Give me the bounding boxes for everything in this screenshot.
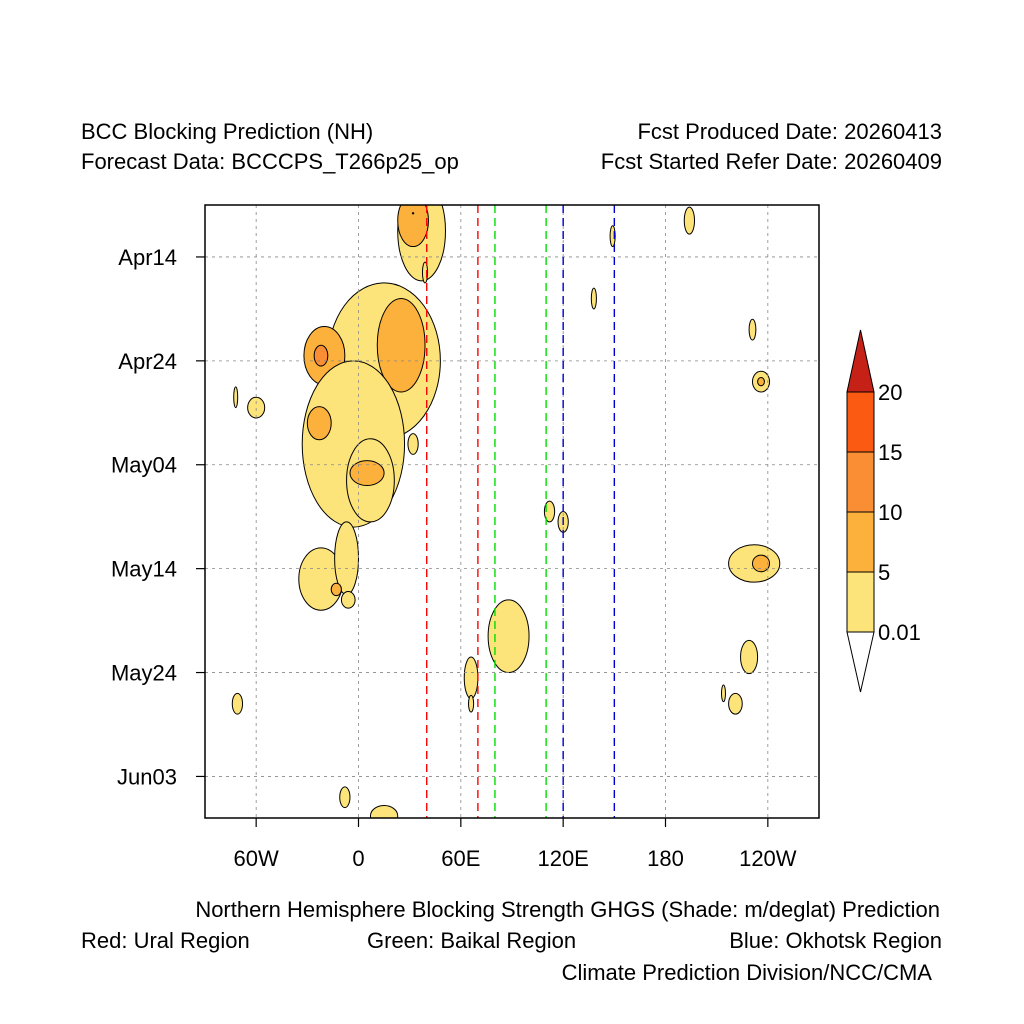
credit-label: Climate Prediction Division/NCC/CMA [561,960,932,985]
x-tick-label-4: 180 [647,846,684,871]
y-tick-label-2: May04 [111,453,177,478]
forecast-data-label: Forecast Data: BCCCPS_T266p25_op [81,149,459,174]
x-axis: 60W 0 60E 120E 180 120W [234,818,797,871]
blocking-area-13 [247,396,266,419]
blocking-area-25 [339,786,351,809]
produced-date-label: Fcst Produced Date: 20260413 [637,119,942,144]
y-tick-label-3: May14 [111,557,177,582]
legend-green-label: Green: Baikal Region [367,928,577,953]
blocking-area-32 [757,376,765,387]
started-date-label: Fcst Started Refer Date: 20260409 [600,149,942,174]
blocking-area-6 [313,344,329,367]
colorbar: 0.01 5 10 15 20 [846,329,921,693]
colorbar-box-3 [846,451,875,513]
blocking-area-11 [407,433,419,455]
x-tick-label-1: 0 [352,846,364,871]
colorbar-label-2: 10 [878,500,902,525]
blocking-area-24 [231,692,244,715]
y-tick-label-1: Apr24 [118,349,177,374]
blocking-area-17 [330,582,342,597]
footer-description: Northern Hemisphere Blocking Strength GH… [195,897,940,922]
blocking-area-14 [233,386,239,409]
y-axis: Apr14 Apr24 May04 May14 May24 Jun03 [111,245,205,789]
x-tick-label-5: 120W [739,846,797,871]
legend-red-label: Red: Ural Region [81,928,250,953]
y-tick-label-0: Apr14 [118,245,177,270]
colorbar-label-1: 5 [878,560,890,585]
colorbar-box-2 [846,511,875,573]
blocking-area-18 [340,591,356,609]
grid-lines [205,205,819,818]
x-tick-label-2: 60E [441,846,480,871]
blocking-area-29 [683,206,695,235]
blocking-area-28 [590,287,597,310]
blocking-area-4 [376,298,426,393]
colorbar-label-0: 0.01 [878,620,921,645]
chart-title: BCC Blocking Prediction (NH) [81,119,374,144]
blocking-area-34 [751,554,771,573]
blocking-area-1 [397,205,429,248]
y-tick-label-4: May24 [111,661,177,686]
blocking-shading [231,205,781,818]
region-lines [426,205,616,818]
colorbar-label-3: 15 [878,440,902,465]
colorbar-bottom-triangle [846,631,875,693]
colorbar-box-4 [846,391,875,453]
blocking-area-10 [349,460,385,487]
blocking-area-30 [748,318,757,341]
colorbar-top-triangle [846,329,875,393]
blocking-area-23 [468,694,475,713]
plot-frame [204,204,820,819]
x-tick-label-3: 120E [537,846,588,871]
x-tick-label-0: 60W [234,846,279,871]
blocking-area-37 [720,684,726,703]
colorbar-label-4: 20 [878,380,902,405]
colorbar-box-1 [846,571,875,633]
blocking-area-35 [740,639,759,675]
blocking-area-22 [463,656,479,700]
blocking-area-8 [306,406,332,441]
blocking-area-27 [609,225,616,248]
blocking-area-36 [728,692,743,715]
legend-blue-label: Blue: Okhotsk Region [729,928,942,953]
blocking-area-26 [369,805,399,818]
y-tick-label-5: Jun03 [117,764,177,789]
blocking-dot-12 [411,212,415,215]
blocking-area-19 [543,500,556,523]
